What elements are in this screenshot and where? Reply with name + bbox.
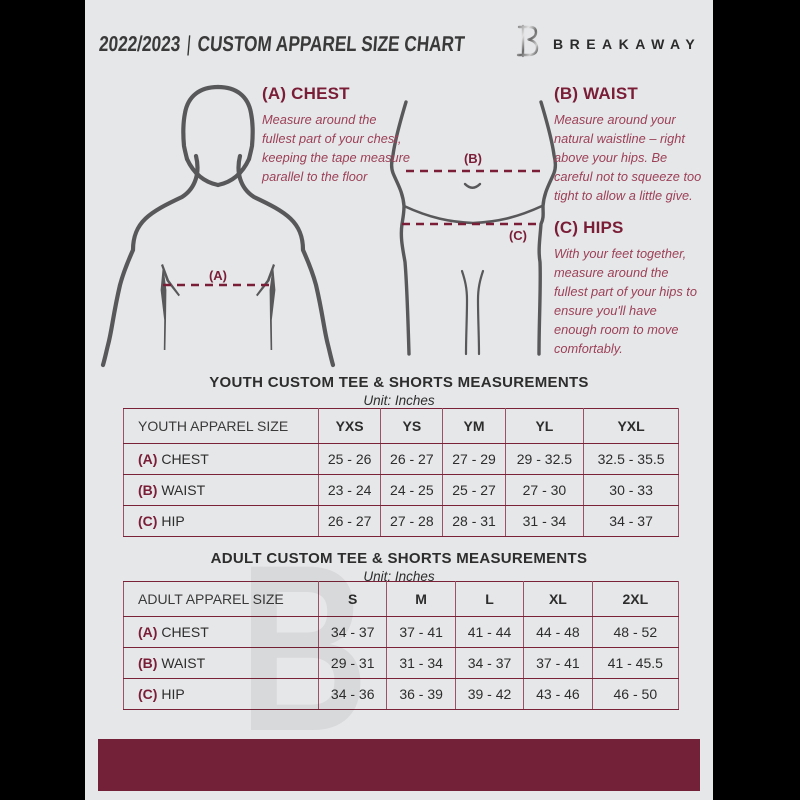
svg-text:(B): (B)	[464, 151, 482, 166]
svg-text:(C): (C)	[509, 228, 527, 243]
